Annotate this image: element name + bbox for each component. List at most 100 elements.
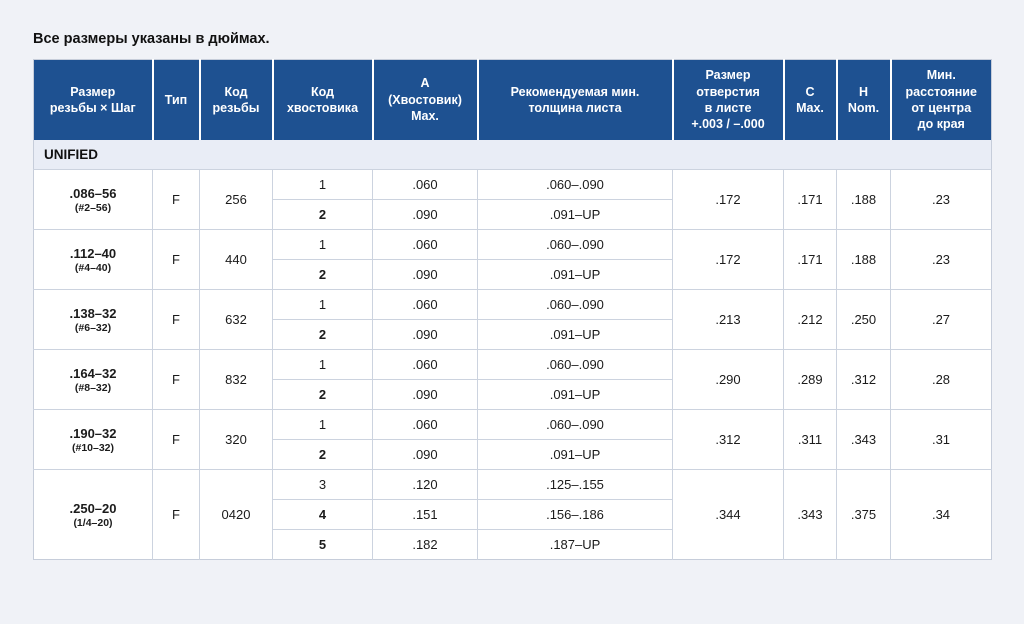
shank-code-cell: 2 (272, 259, 373, 290)
table-row: 2.090.091–UP (34, 319, 992, 350)
size-cell: .138–32 (#6–32) (33, 289, 153, 350)
c-max-cell: .212 (783, 289, 837, 350)
a-max-cell: .060 (372, 409, 478, 440)
thread-code-cell: 256 (199, 169, 273, 230)
size-value: .190–32 (69, 425, 117, 441)
size-alt-designation: (#8–32) (74, 381, 112, 394)
table-row: 4.151.156–.186 (34, 499, 992, 530)
hole-size-cell: .213 (672, 289, 784, 350)
thickness-cell: .125–.155 (477, 469, 673, 500)
thread-code-cell: 0420 (199, 469, 273, 560)
min-edge-cell: .27 (890, 289, 992, 350)
type-cell: F (152, 229, 200, 290)
size-alt-designation: (#10–32) (71, 441, 115, 454)
table-row: 2.090.091–UP (34, 439, 992, 470)
thickness-cell: .091–UP (477, 199, 673, 230)
a-max-cell: .060 (372, 289, 478, 320)
column-header-h-nom: H Nom. (835, 59, 891, 140)
table-row: 2.090.091–UP (34, 259, 992, 290)
table-row: .190–32 (#10–32) F 320 1.060.060–.090.312.31… (33, 409, 992, 470)
h-nom-cell: .188 (836, 169, 891, 230)
type-cell: F (152, 409, 200, 470)
hole-size-cell: .312 (672, 409, 784, 470)
min-edge-cell: .31 (890, 409, 992, 470)
thread-code-cell: 832 (199, 349, 273, 410)
thickness-cell: .091–UP (477, 259, 673, 290)
size-cell: .190–32 (#10–32) (33, 409, 153, 470)
size-value: .138–32 (69, 305, 117, 321)
a-max-cell: .090 (372, 319, 478, 350)
table-row: 5.182.187–UP (34, 529, 992, 560)
a-max-cell: .090 (372, 379, 478, 410)
table-row: 2.090.091–UP (34, 379, 992, 410)
column-header-c-max: C Max. (782, 59, 837, 140)
shank-code-cell: 2 (272, 319, 373, 350)
thickness-cell: .060–.090 (477, 409, 673, 440)
size-cell: .112–40 (#4–40) (33, 229, 153, 290)
column-header-a-max: А (Хвостовик) Max. (371, 59, 478, 140)
column-header-hole-size: Размер отверстия в листе +.003 / –.000 (671, 59, 784, 140)
size-cell: .164–32 (#8–32) (33, 349, 153, 410)
column-header-min-edge-distance: Мин. расстояние от центра до края (889, 59, 992, 140)
type-cell: F (152, 169, 200, 230)
shank-code-cell: 2 (272, 439, 373, 470)
shank-code-cell: 1 (272, 289, 373, 320)
h-nom-cell: .250 (836, 289, 891, 350)
min-edge-cell: .23 (890, 229, 992, 290)
a-max-cell: .090 (372, 199, 478, 230)
thread-code-cell: 320 (199, 409, 273, 470)
section-row: UNIFIED (33, 139, 992, 170)
c-max-cell: .311 (783, 409, 837, 470)
thickness-cell: .060–.090 (477, 289, 673, 320)
thickness-cell: .060–.090 (477, 349, 673, 380)
shank-code-cell: 2 (272, 199, 373, 230)
table-row: .138–32 (#6–32) F 632 1.060.060–.090.213.212… (33, 289, 992, 350)
column-header-thread-code: Код резьбы (198, 59, 273, 140)
table-row: 2.090.091–UP (34, 199, 992, 230)
shank-code-cell: 1 (272, 349, 373, 380)
shank-code-cell: 3 (272, 469, 373, 500)
size-cell: .250–20 (1/4–20) (33, 469, 153, 560)
size-value: .164–32 (69, 365, 117, 381)
type-cell: F (152, 289, 200, 350)
type-cell: F (152, 469, 200, 560)
thickness-cell: .156–.186 (477, 499, 673, 530)
min-edge-cell: .34 (890, 469, 992, 560)
shank-code-cell: 1 (272, 229, 373, 260)
a-max-cell: .151 (372, 499, 478, 530)
c-max-cell: .171 (783, 169, 837, 230)
column-header-type: Тип (151, 59, 200, 140)
hole-size-cell: .172 (672, 229, 784, 290)
c-max-cell: .171 (783, 229, 837, 290)
size-value: .086–56 (69, 185, 117, 201)
thickness-cell: .060–.090 (477, 229, 673, 260)
min-edge-cell: .23 (890, 169, 992, 230)
a-max-cell: .060 (372, 229, 478, 260)
thickness-cell: .091–UP (477, 439, 673, 470)
column-header-min-sheet-thickness: Рекомендуемая мин. толщина листа (476, 59, 673, 140)
hole-size-cell: .290 (672, 349, 784, 410)
page-title: Все размеры указаны в дюймах. (33, 31, 270, 47)
c-max-cell: .343 (783, 469, 837, 560)
thickness-cell: .091–UP (477, 379, 673, 410)
size-value: .250–20 (69, 500, 117, 516)
thread-code-cell: 632 (199, 289, 273, 350)
table-body: UNIFIED .086–56 (#2–56) F 256 1.060.060–.090… (33, 139, 992, 560)
shank-code-cell: 4 (272, 499, 373, 530)
table-row: .164–32 (#8–32) F 832 1.060.060–.090.290.289… (33, 349, 992, 410)
column-header-shank-code: Код хвостовика (271, 59, 373, 140)
thickness-cell: .060–.090 (477, 169, 673, 200)
table-header: Размер резьбы × Шаг Тип Код резьбы Код х… (33, 59, 992, 140)
thread-code-cell: 440 (199, 229, 273, 290)
c-max-cell: .289 (783, 349, 837, 410)
thickness-cell: .187–UP (477, 529, 673, 560)
hole-size-cell: .172 (672, 169, 784, 230)
section-label-unified: UNIFIED (33, 139, 992, 170)
h-nom-cell: .375 (836, 469, 891, 560)
a-max-cell: .090 (372, 439, 478, 470)
specs-table: Размер резьбы × Шаг Тип Код резьбы Код х… (33, 59, 992, 560)
h-nom-cell: .312 (836, 349, 891, 410)
shank-code-cell: 1 (272, 169, 373, 200)
table-row: .250–20 (1/4–20) F 0420 3.120.125–.155.344.3… (33, 469, 992, 560)
h-nom-cell: .188 (836, 229, 891, 290)
